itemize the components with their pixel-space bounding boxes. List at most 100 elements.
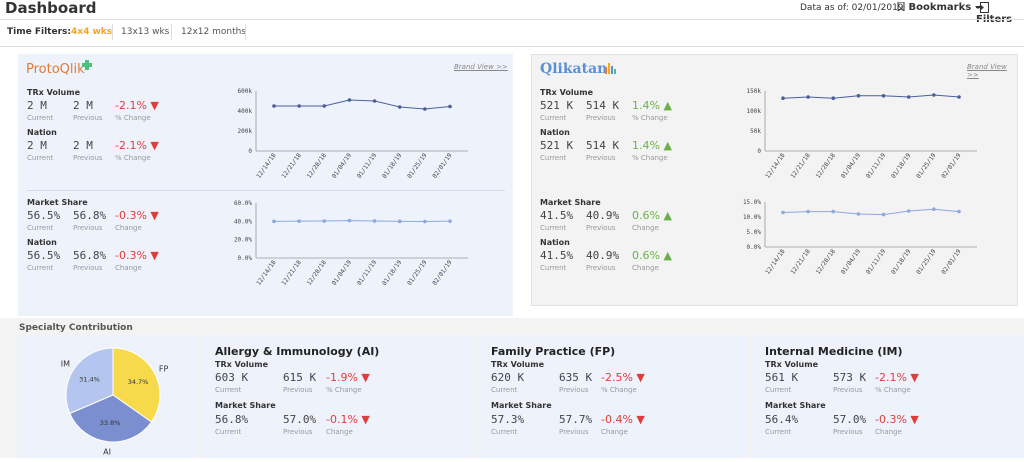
- y-tick-label: 200k: [238, 128, 253, 135]
- brand-name: Qlikatan: [540, 61, 608, 77]
- x-tick-label: 01/18/19: [890, 152, 913, 180]
- down-arrow-icon: ▼: [150, 139, 159, 152]
- brand-view-link[interactable]: Brand View >>: [454, 63, 508, 71]
- data-point: [932, 207, 936, 211]
- market-share-title: Market Share: [765, 401, 826, 410]
- brand-view-link[interactable]: Brand View >>: [967, 63, 1007, 79]
- data-point: [831, 209, 836, 214]
- series-line: [782, 208, 960, 216]
- share-change: -0.4% ▼: [601, 413, 645, 426]
- time-filter-4x4[interactable]: 4x4 wks: [71, 27, 113, 37]
- x-tick-label: 01/11/19: [356, 152, 379, 180]
- card-title: Internal Medicine (IM): [765, 345, 903, 358]
- divider: [171, 24, 172, 40]
- trx-volume-title: TRx Volume: [215, 360, 269, 369]
- data-as-of: Data as of: 02/01/2019: [800, 3, 904, 13]
- change-label: % Change: [115, 114, 151, 122]
- data-point: [272, 104, 276, 108]
- bookmarks-label: Bookmarks: [908, 2, 972, 13]
- trx-change: 1.4% ▲: [632, 99, 672, 112]
- previous-label: Previous: [73, 154, 103, 162]
- x-tick-label: 01/25/19: [915, 248, 938, 276]
- current-label: Current: [27, 224, 54, 232]
- filter-panel-icon: [976, 2, 989, 13]
- previous-label: Previous: [586, 154, 616, 162]
- down-arrow-icon: ▼: [910, 371, 919, 384]
- protoqlik-panel: ProtoQlik Brand View >> TRx Volume 2 M 2…: [18, 54, 513, 316]
- y-tick-label: 0: [248, 148, 252, 155]
- x-tick-label: 01/04/19: [331, 259, 354, 287]
- share-previous: 57.7%: [559, 413, 593, 426]
- market-share-title: Market Share: [540, 198, 601, 207]
- page-title: Dashboard: [5, 0, 97, 17]
- nation-change: -2.1% ▼: [115, 139, 159, 152]
- trx-previous: 514 K: [586, 99, 620, 112]
- data-point: [831, 96, 836, 100]
- x-tick-label: 12/28/18: [306, 152, 329, 180]
- specialty-title: Specialty Contribution: [19, 323, 133, 333]
- nation-current: 2 M: [27, 139, 47, 152]
- time-filter-13x13[interactable]: 13x13 wks: [121, 27, 170, 37]
- previous-label: Previous: [283, 386, 313, 394]
- current-label: Current: [765, 386, 792, 394]
- data-point: [448, 104, 452, 109]
- data-point: [372, 219, 377, 223]
- qlikatan-panel: Qlikatan Brand View >> TRx Volume 521 K …: [531, 54, 1018, 306]
- y-tick-label: 100k: [747, 108, 762, 115]
- pie-slice-fp: [112, 347, 161, 423]
- data-point: [781, 210, 785, 215]
- time-filters-bar: Time Filters: 4x4 wks 13x13 wks 12x12 mo…: [0, 20, 1024, 46]
- trx-change: -2.1% ▼: [875, 371, 919, 384]
- up-arrow-icon: ▲: [663, 209, 672, 222]
- change-label: Change: [115, 264, 142, 272]
- down-arrow-icon: ▼: [361, 371, 370, 384]
- timefilter-divider: [0, 46, 1024, 47]
- divider: [245, 24, 246, 40]
- x-tick-label: 02/01/19: [940, 248, 963, 276]
- nation-title: Nation: [27, 128, 57, 137]
- previous-label: Previous: [283, 428, 313, 436]
- pie-slice-im: [65, 347, 114, 415]
- share-current: 56.8%: [215, 413, 249, 426]
- market-share-title: Market Share: [27, 198, 88, 207]
- x-tick-label: 12/14/18: [255, 259, 278, 287]
- previous-label: Previous: [73, 224, 103, 232]
- qlikatan-logo: Qlikatan: [540, 61, 607, 77]
- data-point: [906, 95, 911, 99]
- change-label: % Change: [601, 386, 637, 394]
- x-tick-label: 01/25/19: [406, 152, 429, 180]
- x-tick-label: 12/14/18: [764, 152, 787, 180]
- share-change: 0.6% ▲: [632, 209, 672, 222]
- change-value: 1.4%: [632, 99, 660, 112]
- change-value: -2.1%: [875, 371, 907, 384]
- previous-label: Previous: [586, 224, 616, 232]
- x-tick-label: 01/25/19: [915, 152, 938, 180]
- data-point: [297, 219, 301, 223]
- data-point: [322, 219, 327, 223]
- change-value: 1.4%: [632, 139, 660, 152]
- down-arrow-icon: ▼: [361, 413, 370, 426]
- trx-previous: 615 K: [283, 371, 317, 384]
- current-label: Current: [215, 428, 242, 436]
- share-current: 56.4%: [765, 413, 799, 426]
- brand-name: ProtoQlik: [26, 62, 85, 77]
- y-tick-label: 5.0%: [747, 229, 762, 236]
- nation-share-previous: 56.8%: [73, 249, 107, 262]
- trx-change: -1.9% ▼: [326, 371, 370, 384]
- change-value: -0.4%: [601, 413, 633, 426]
- change-value: -2.1%: [115, 99, 147, 112]
- time-filter-12x12[interactable]: 12x12 months: [181, 27, 246, 37]
- market-share-chart: 0.0% 5.0% 10.0% 15.0% 12/14/18 12/21/18 12/28/…: [743, 199, 977, 276]
- x-tick-label: 12/28/18: [815, 248, 838, 276]
- x-tick-label: 12/21/18: [280, 152, 303, 180]
- card-im: Internal Medicine (IM) TRx Volume 561 K …: [751, 335, 1024, 458]
- change-label: Change: [326, 428, 353, 436]
- share-previous: 56.8%: [73, 209, 107, 222]
- y-tick-label: 0.0%: [747, 244, 762, 251]
- bookmark-icon: [897, 1, 905, 13]
- data-point: [881, 94, 886, 98]
- bookmarks-button[interactable]: Bookmarks: [897, 1, 981, 13]
- previous-label: Previous: [559, 386, 589, 394]
- data-point: [856, 94, 861, 98]
